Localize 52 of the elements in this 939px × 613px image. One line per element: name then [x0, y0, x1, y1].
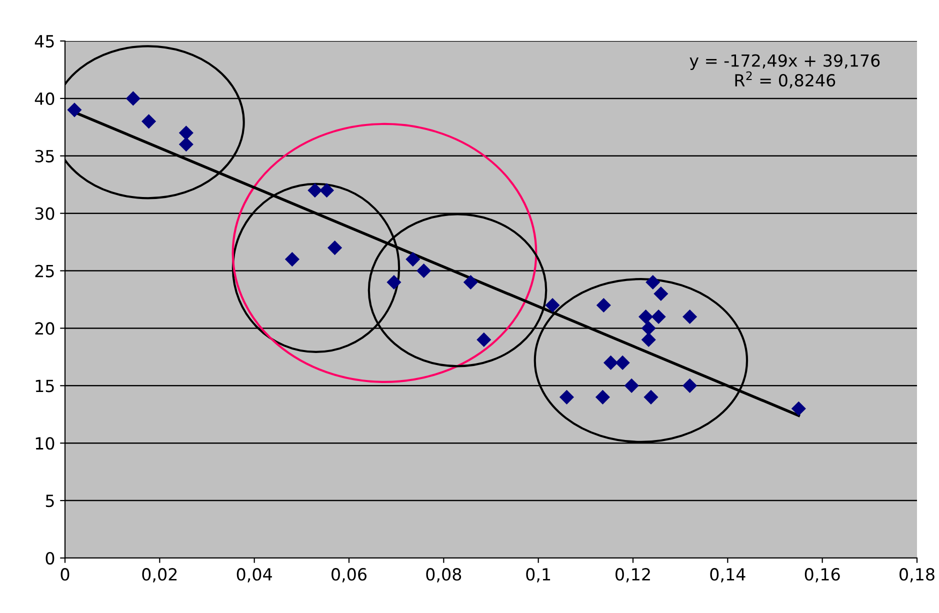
- point: [596, 298, 611, 313]
- point: [791, 401, 806, 416]
- point: [319, 183, 334, 198]
- point: [624, 378, 639, 393]
- point: [641, 320, 656, 336]
- y-tick-label: 15: [36, 380, 54, 392]
- point: [308, 183, 322, 198]
- point: [646, 274, 660, 290]
- x-tick-label: 0,04: [236, 568, 272, 582]
- x-tick-label: 0,18: [900, 568, 934, 582]
- annotation: y = -172,49x + 39,176 R$^{2}$ = 0,8246: [690, 54, 880, 88]
- point: [141, 114, 156, 129]
- point: [126, 91, 140, 106]
- point: [178, 137, 194, 152]
- x-tick-label: 0,08: [426, 568, 462, 582]
- point: [67, 102, 82, 118]
- point: [476, 332, 492, 347]
- point: [654, 286, 668, 302]
- y-tick-label: 45: [34, 35, 54, 48]
- x-tick-label: 0,16: [804, 568, 840, 582]
- point: [638, 309, 654, 324]
- point: [559, 390, 574, 404]
- point: [406, 252, 420, 267]
- point: [603, 355, 618, 370]
- x-tick-label: 0,12: [616, 568, 650, 582]
- point: [463, 274, 478, 290]
- point: [682, 378, 698, 393]
- x-tick-label: 0,02: [142, 568, 177, 582]
- y-tick-label: 0: [46, 552, 54, 565]
- y-tick-label: 20: [35, 322, 54, 335]
- y-tick-label: 25: [35, 264, 54, 278]
- point: [416, 263, 432, 278]
- y-tick-label: 35: [35, 150, 54, 162]
- point: [545, 298, 560, 313]
- point: [615, 355, 630, 370]
- y-tick-label: 5: [46, 494, 54, 508]
- point: [641, 332, 656, 347]
- y-tick-label: 10: [36, 437, 54, 450]
- y-tick-label: 40: [34, 92, 54, 106]
- point: [682, 309, 698, 324]
- point: [651, 309, 666, 324]
- point: [644, 390, 658, 404]
- point: [386, 274, 402, 290]
- point: [284, 252, 300, 267]
- point: [328, 240, 342, 256]
- point: [595, 390, 610, 404]
- x-tick-label: 0,1: [526, 568, 550, 582]
- x-tick-label: 0: [60, 568, 70, 581]
- point: [178, 126, 194, 140]
- x-tick-label: 0,06: [332, 568, 367, 582]
- x-tick-label: 0,14: [710, 568, 746, 582]
- y-tick-label: 30: [35, 207, 54, 220]
